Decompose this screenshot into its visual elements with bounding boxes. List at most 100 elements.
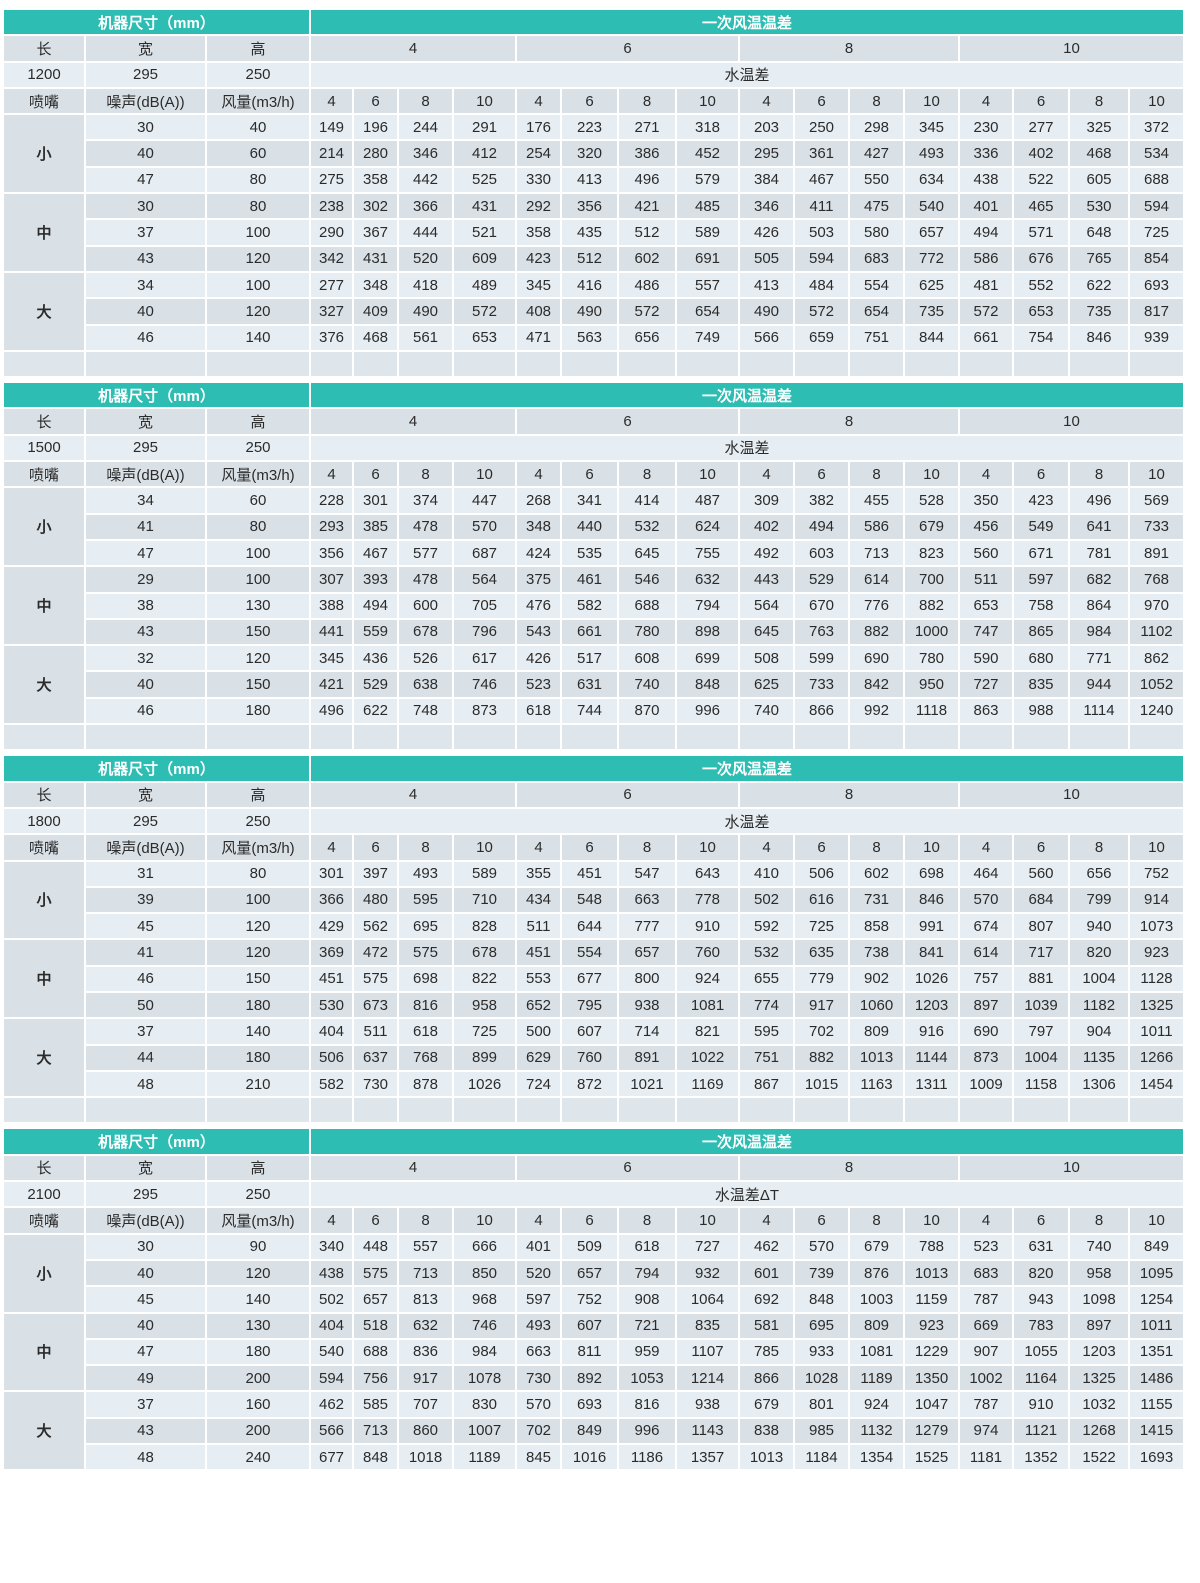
capacity-value: 356	[309, 538, 354, 568]
capacity-value: 431	[352, 244, 399, 273]
table-row: 43 120 342 431 520 609 423 512 602 691 505 594 683 77…	[3, 244, 1186, 273]
air-delta-1: 6	[515, 34, 740, 63]
water-delta-1: 6	[352, 1206, 399, 1235]
capacity-value: 1184	[793, 1443, 850, 1472]
capacity-value: 423	[1012, 486, 1070, 515]
capacity-value: 863	[958, 696, 1014, 726]
water-delta-12: 4	[958, 1206, 1014, 1235]
capacity-value: 589	[452, 859, 517, 888]
capacity-value: 525	[452, 165, 517, 195]
blank-cell	[958, 1096, 1014, 1125]
capacity-value: 582	[309, 1069, 354, 1099]
air-delta-0: 4	[309, 1153, 517, 1183]
capacity-value: 196	[352, 113, 399, 142]
capacity-value: 692	[738, 1285, 795, 1314]
capacity-value: 654	[848, 297, 905, 326]
capacity-value: 559	[352, 617, 399, 647]
capacity-value: 654	[675, 297, 740, 326]
capacity-value: 1016	[560, 1443, 619, 1472]
capacity-value: 655	[738, 964, 795, 993]
capacity-value: 435	[560, 218, 619, 247]
capacity-value: 438	[958, 165, 1014, 195]
capacity-value: 451	[560, 859, 619, 888]
table-row: 48 210 582 730 878 1026 724 872 1021 1169 867 1015 1…	[3, 1069, 1186, 1099]
nozzle-size: 小	[2, 859, 86, 941]
capacity-value: 788	[903, 1232, 960, 1261]
noise-value: 38	[84, 591, 207, 620]
capacity-value: 659	[793, 323, 850, 352]
capacity-value: 850	[452, 1258, 517, 1288]
capacity-value: 749	[675, 323, 740, 352]
capacity-value: 566	[738, 323, 795, 352]
capacity-value: 393	[352, 565, 399, 594]
noise-value: 30	[84, 1232, 207, 1261]
capacity-value: 713	[397, 1258, 454, 1288]
width-label: 宽	[84, 780, 207, 809]
nozzle-size: 小	[2, 1232, 86, 1314]
capacity-value: 645	[617, 538, 677, 568]
capacity-value: 842	[848, 670, 905, 699]
table-row: 37 100 290 367 444 521 358 435 512 589 426 503 580 65…	[3, 218, 1186, 247]
capacity-value: 683	[848, 244, 905, 273]
capacity-value: 772	[903, 244, 960, 273]
capacity-value: 594	[1127, 192, 1186, 221]
capacity-value: 464	[958, 859, 1014, 888]
capacity-value: 673	[352, 990, 399, 1020]
capacity-value: 864	[1068, 591, 1130, 620]
blank-cell	[793, 723, 850, 752]
capacity-value: 595	[738, 1017, 795, 1046]
capacity-value: 690	[958, 1017, 1014, 1046]
table-row: 大 34 100 277 348 418 489 345 416 486 557 413 484 554 6…	[2, 270, 1186, 352]
nozzle-label: 喷嘴	[2, 86, 86, 116]
capacity-value: 522	[1012, 165, 1070, 195]
capacity-value: 780	[903, 644, 960, 673]
capacity-value: 441	[309, 617, 354, 647]
capacity-value: 738	[848, 938, 905, 967]
capacity-value: 797	[1012, 1017, 1070, 1046]
noise-value: 41	[84, 938, 207, 967]
capacity-value: 835	[675, 1311, 740, 1340]
capacity-value: 404	[309, 1311, 354, 1340]
capacity-value: 657	[617, 938, 677, 967]
capacity-value: 777	[617, 912, 677, 941]
height-value: 250	[205, 60, 311, 89]
height-label: 高	[205, 780, 311, 809]
capacity-value: 891	[617, 1043, 677, 1072]
capacity-value: 318	[675, 113, 740, 142]
capacity-value: 924	[675, 964, 740, 993]
capacity-value: 597	[1012, 565, 1070, 594]
width-value: 295	[84, 60, 207, 89]
capacity-value: 455	[848, 486, 905, 515]
table-row: 47 80 275 358 442 525 330 413 496 579 384 467 550 634…	[3, 165, 1186, 195]
airflow-value: 120	[205, 244, 311, 273]
capacity-value: 572	[452, 297, 517, 326]
capacity-value: 603	[793, 538, 850, 568]
capacity-value: 421	[309, 670, 354, 699]
capacity-value: 746	[452, 1311, 517, 1340]
noise-value: 45	[84, 912, 207, 941]
capacity-value: 547	[617, 859, 677, 888]
capacity-value: 836	[397, 1337, 454, 1367]
capacity-value: 554	[560, 938, 619, 967]
blank-cell	[738, 1096, 795, 1125]
blank-cell	[515, 1096, 562, 1125]
noise-value: 32	[84, 644, 207, 673]
water-delta-10: 8	[848, 86, 905, 116]
capacity-value: 882	[848, 617, 905, 647]
blank-row	[2, 723, 1186, 752]
water-delta-11: 10	[903, 86, 960, 116]
water-delta-8: 4	[738, 1206, 795, 1235]
capacity-value: 1454	[1127, 1069, 1186, 1099]
capacity-value: 570	[515, 1390, 562, 1419]
water-delta-10: 8	[848, 460, 905, 489]
header-row: 机器尺寸（mm） 一次风温温差	[2, 381, 1186, 410]
capacity-value: 535	[560, 538, 619, 568]
capacity-value: 532	[617, 512, 677, 541]
capacity-value: 358	[515, 218, 562, 247]
noise-value: 43	[84, 1416, 207, 1446]
noise-value: 46	[84, 964, 207, 993]
noise-value: 48	[84, 1069, 207, 1099]
capacity-value: 958	[452, 990, 517, 1020]
table-row: 43 150 441 559 678 796 543 661 780 898 645 763 882 10…	[3, 617, 1186, 647]
nozzle-size: 中	[2, 938, 86, 1020]
